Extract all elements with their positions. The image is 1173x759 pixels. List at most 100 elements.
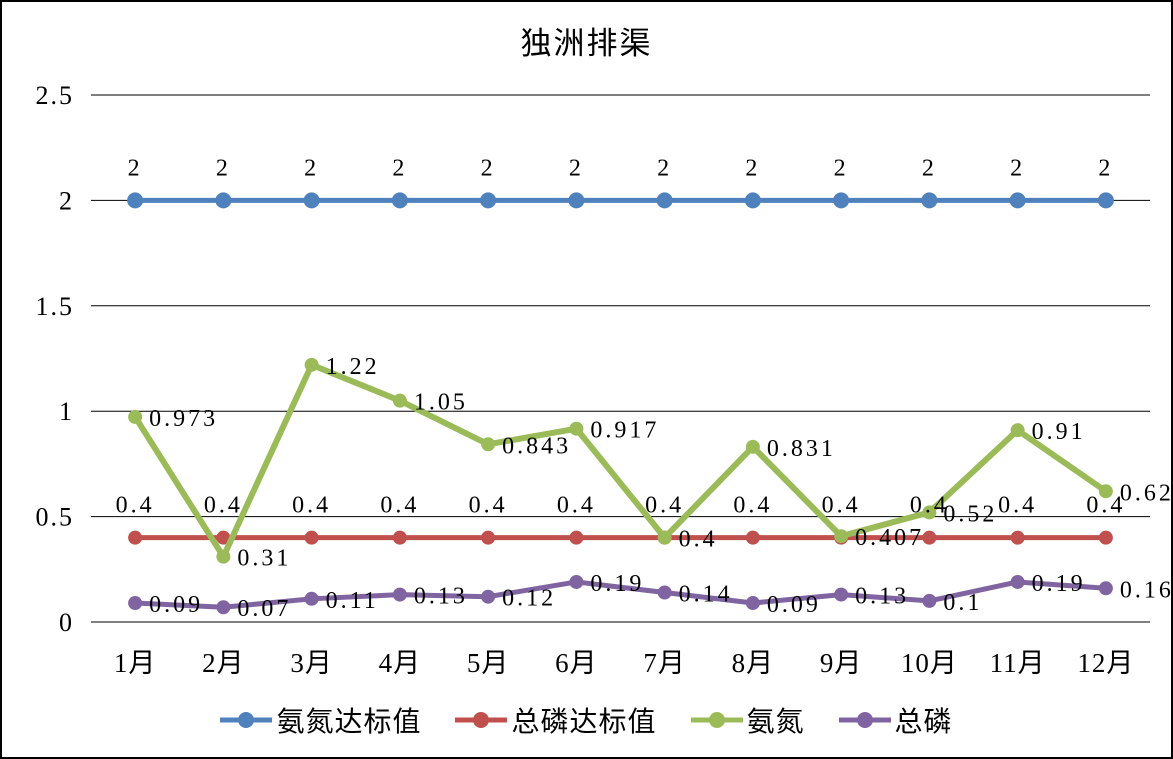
data-label: 0.16: [1120, 577, 1173, 603]
data-label: 1.22: [326, 354, 380, 380]
data-label: 0.4: [679, 527, 718, 553]
data-point: [568, 192, 585, 209]
chart-title: 独洲排渠: [520, 26, 653, 61]
data-label: 2: [304, 155, 319, 181]
y-axis-tick-label: 1: [59, 397, 74, 426]
legend: 氨氮达标值 总磷达标值 氨氮 总磷: [2, 700, 1171, 740]
series-line-2: [132, 361, 1109, 560]
data-label: 0.4: [910, 493, 949, 519]
data-label: 0.4: [557, 493, 596, 519]
data-label: 0.19: [1032, 571, 1086, 597]
y-axis-tick-label: 2: [59, 186, 74, 215]
data-label: 2: [922, 155, 937, 181]
data-point: [481, 589, 496, 604]
series-line-3: [132, 579, 1109, 610]
data-point: [1010, 530, 1025, 545]
data-point: [128, 596, 143, 611]
legend-item-1: 总磷达标值: [455, 700, 656, 740]
data-label: 0.4: [380, 493, 419, 519]
data-point: [127, 192, 144, 209]
data-label: 0.4: [292, 493, 331, 519]
data-label: 2: [569, 155, 584, 181]
data-label: 0.07: [237, 596, 291, 622]
data-point: [657, 585, 672, 600]
data-point: [1098, 581, 1113, 596]
data-point: [1010, 423, 1025, 438]
data-point: [921, 192, 938, 209]
data-label: 2: [1098, 155, 1113, 181]
x-axis-label: 10月: [901, 648, 958, 678]
data-point: [216, 600, 231, 615]
legend-line-marker-icon: [838, 712, 891, 728]
data-label: 2: [1010, 155, 1025, 181]
data-label: 0.19: [590, 571, 644, 597]
data-label: 2: [392, 155, 407, 181]
x-axis-label: 9月: [820, 648, 863, 678]
x-axis-label: 1月: [114, 648, 157, 678]
data-point: [922, 505, 937, 520]
data-label: 0.843: [502, 433, 571, 459]
data-label: 0.4: [116, 493, 155, 519]
data-point: [922, 593, 937, 608]
data-label: 2: [216, 155, 231, 181]
data-label: 2: [128, 155, 143, 181]
data-label: 0.1: [943, 590, 982, 616]
data-point: [744, 192, 761, 209]
x-axis-label: 11月: [990, 648, 1046, 678]
data-label: 2: [657, 155, 672, 181]
legend-label: 总磷: [894, 707, 953, 738]
data-point: [304, 530, 319, 545]
data-point: [745, 596, 760, 611]
data-point: [569, 421, 584, 436]
y-axis-tick-label: 1.5: [36, 292, 75, 321]
y-axis-tick-label: 0.5: [36, 503, 75, 532]
data-point: [392, 393, 407, 408]
data-point: [569, 574, 584, 589]
legend-line-marker-icon: [220, 712, 273, 728]
data-label: 0.11: [326, 588, 379, 614]
data-label: 0.91: [1032, 419, 1086, 445]
data-label: 0.09: [149, 592, 203, 618]
data-point: [569, 530, 584, 545]
data-point: [745, 439, 760, 454]
legend-item-3: 总磷: [838, 700, 953, 740]
data-label: 0.917: [590, 418, 659, 444]
data-point: [215, 192, 232, 209]
data-label: 0.831: [767, 436, 836, 462]
data-point: [1009, 192, 1026, 209]
data-point: [1098, 484, 1113, 499]
legend-item-2: 氨氮: [690, 700, 805, 740]
data-label: 0.13: [855, 584, 909, 610]
data-point: [922, 530, 937, 545]
data-label: 0.09: [767, 592, 821, 618]
data-label: 0.973: [149, 406, 218, 432]
data-label: 0.4: [645, 493, 684, 519]
data-point: [392, 587, 407, 602]
data-point: [304, 357, 319, 372]
data-label: 0.12: [502, 586, 556, 612]
data-label: 0.4: [733, 493, 772, 519]
data-label: 2: [834, 155, 849, 181]
data-point: [216, 530, 231, 545]
y-axis-tick-label: 0: [59, 608, 74, 637]
data-point: [656, 192, 673, 209]
data-point: [392, 530, 407, 545]
data-label: 2: [481, 155, 496, 181]
data-label: 0.31: [237, 546, 291, 572]
data-point: [216, 549, 231, 564]
data-label: 0.14: [679, 581, 733, 607]
data-label: 0.4: [822, 493, 861, 519]
data-label: 0.62: [1120, 480, 1173, 506]
data-point: [128, 530, 143, 545]
data-point: [303, 192, 320, 209]
x-axis-label: 5月: [467, 648, 510, 678]
x-axis-label: 8月: [732, 648, 775, 678]
data-point: [481, 530, 496, 545]
y-axis-tick-label: 2.5: [36, 81, 75, 110]
data-point: [834, 529, 849, 544]
data-point: [1098, 530, 1113, 545]
data-point: [391, 192, 408, 209]
x-axis-label: 12月: [1077, 648, 1134, 678]
data-point: [1097, 192, 1114, 209]
